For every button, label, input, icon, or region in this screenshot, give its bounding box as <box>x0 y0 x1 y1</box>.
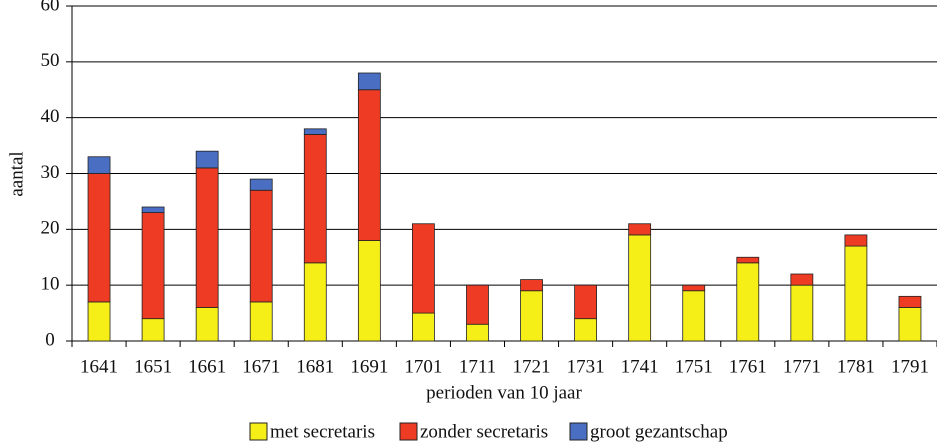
bar-segment <box>141 318 165 342</box>
y-tick-label: 0 <box>45 329 55 350</box>
bar-segment <box>195 150 219 169</box>
bar-segment <box>87 301 111 342</box>
y-tick-label: 10 <box>41 274 60 295</box>
x-tick-label: 1701 <box>404 356 442 377</box>
x-tick-label: 1711 <box>459 356 496 377</box>
bar-segment <box>520 279 543 292</box>
bar-segment <box>520 290 543 342</box>
bar-segment <box>249 301 273 342</box>
bar-segment <box>466 323 489 342</box>
x-tick-label: 1671 <box>242 356 280 377</box>
bar-segment <box>574 318 597 342</box>
bar-segment <box>303 128 327 135</box>
y-tick-label: 20 <box>41 218 60 239</box>
bar-segment <box>357 72 381 91</box>
bar-segment <box>682 284 706 292</box>
bar-segment <box>898 295 922 308</box>
y-tick-label: 30 <box>41 162 60 183</box>
bar-segment <box>249 189 273 303</box>
bar-segment <box>898 307 922 342</box>
x-tick-label: 1651 <box>134 356 172 377</box>
y-tick-label: 40 <box>41 106 60 127</box>
x-tick-label: 1691 <box>350 356 388 377</box>
legend-label: zonder secretaris <box>420 421 548 442</box>
bar-segment <box>736 262 760 342</box>
y-axis-label: aantal <box>6 151 27 196</box>
x-tick-label: 1741 <box>621 356 659 377</box>
x-tick-label: 1761 <box>729 356 767 377</box>
bar-segment <box>141 206 165 213</box>
bar-segment <box>790 273 814 286</box>
bar-segment <box>844 234 868 247</box>
legend-swatch <box>249 422 268 441</box>
bar-segment <box>195 167 219 308</box>
x-tick-label: 1791 <box>891 356 929 377</box>
bar-segment <box>87 173 111 303</box>
x-tick-label: 1681 <box>296 356 334 377</box>
bar-segment <box>736 256 760 264</box>
bar-segment <box>87 156 111 174</box>
y-tick-label: 60 <box>41 0 60 15</box>
bar-segment <box>790 284 814 342</box>
bar-segment <box>249 178 273 191</box>
bar-segment <box>844 245 868 342</box>
x-tick-label: 1751 <box>675 356 713 377</box>
x-tick-label: 1641 <box>80 356 118 377</box>
bar-segment <box>303 134 327 264</box>
bar-segment <box>466 284 489 325</box>
bar-segment <box>357 240 381 342</box>
x-tick-label: 1771 <box>783 356 821 377</box>
legend-swatch <box>399 422 418 441</box>
legend-swatch <box>569 422 588 441</box>
bar-segment <box>412 312 435 342</box>
x-axis-label: perioden van 10 jaar <box>426 382 582 403</box>
y-tick-label: 50 <box>41 50 60 71</box>
bar-segment <box>357 89 381 241</box>
bar-segment <box>303 262 327 342</box>
x-tick-label: 1661 <box>188 356 226 377</box>
x-tick-label: 1731 <box>567 356 605 377</box>
bar-segment <box>682 290 706 342</box>
x-tick-label: 1721 <box>513 356 551 377</box>
x-tick-label: 1781 <box>837 356 875 377</box>
legend-label: groot gezantschap <box>590 421 728 442</box>
bar-segment <box>412 223 435 314</box>
legend-label: met secretaris <box>270 421 375 442</box>
bar-segment <box>628 223 652 236</box>
bar-segment <box>141 212 165 320</box>
bar-segment <box>574 284 597 320</box>
bar-segment <box>628 234 652 342</box>
bar-segment <box>195 307 219 342</box>
